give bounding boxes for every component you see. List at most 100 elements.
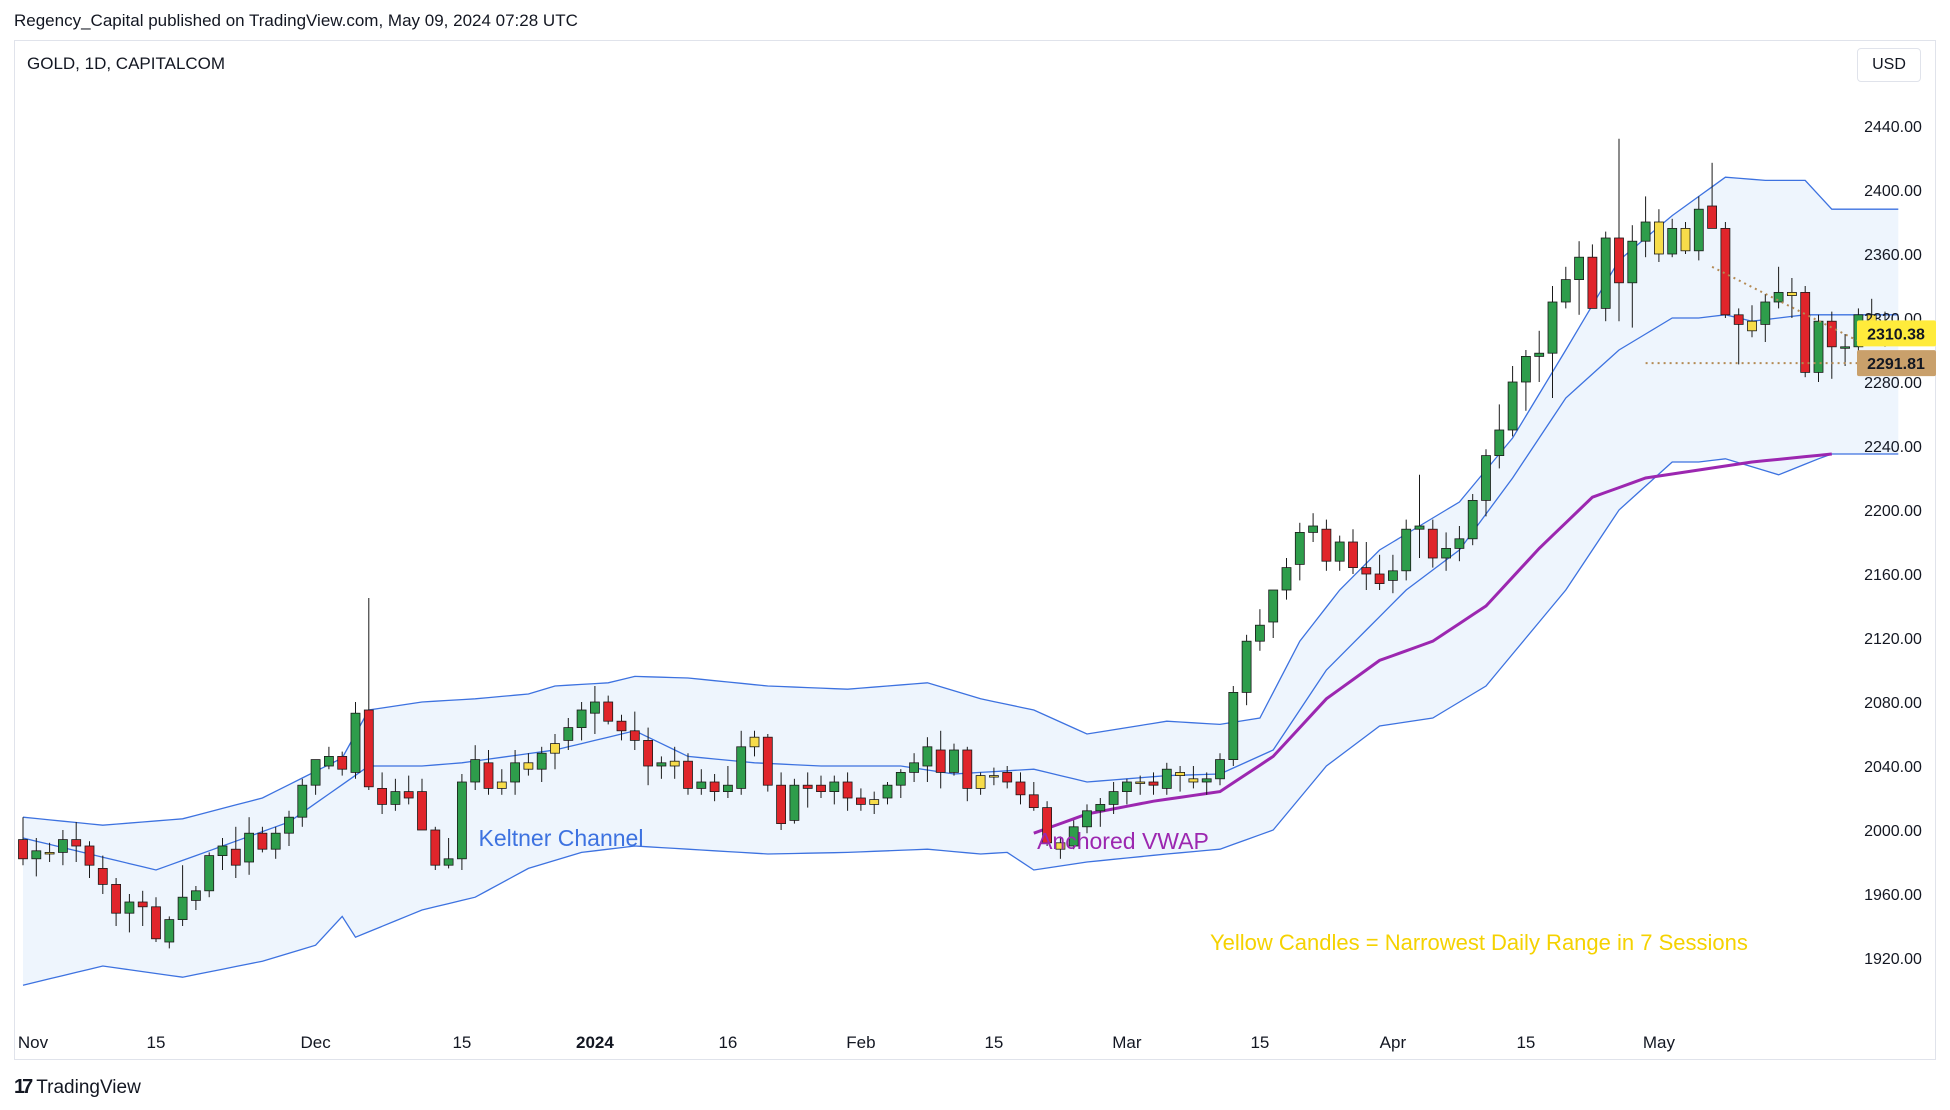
candle-body [696, 781, 707, 789]
candle [1321, 519, 1332, 571]
y-tick-label: 2080.00 [1864, 695, 1922, 712]
candle [629, 711, 640, 750]
candle-body [350, 712, 361, 773]
candle-body [576, 709, 587, 729]
support-price-label-bg [1857, 350, 1936, 377]
candle [1494, 404, 1505, 469]
y-tick-label: 2200.00 [1864, 503, 1922, 520]
tradingview-logo-icon[interactable]: 17 [14, 1076, 33, 1098]
candle [510, 750, 521, 795]
y-tick-label: 2360.00 [1864, 247, 1922, 264]
candle [377, 772, 388, 814]
candle [1028, 782, 1039, 811]
candle-body [643, 740, 653, 767]
candle-body [909, 762, 919, 773]
candle [1547, 286, 1558, 398]
candle [1082, 804, 1092, 834]
anchored-vwap-label: Anchored VWAP [1037, 828, 1209, 854]
candle-body [1122, 781, 1132, 793]
candle [935, 730, 946, 789]
candle-body [1627, 240, 1638, 284]
candle-body [975, 775, 986, 789]
candle-body [1334, 541, 1345, 562]
candle [1534, 330, 1545, 382]
candle-body [244, 832, 255, 863]
candle-body [1467, 499, 1478, 540]
candle-body [510, 762, 521, 783]
candle-body [1693, 208, 1704, 252]
candle [337, 751, 348, 776]
candle [1773, 266, 1784, 309]
candle-body [523, 762, 534, 770]
candle [1188, 766, 1199, 789]
candle-body [270, 832, 281, 850]
candle [1667, 218, 1678, 258]
candle [736, 730, 747, 795]
candle [1148, 772, 1159, 795]
candle [1507, 366, 1518, 437]
anchored-vwap-line [1033, 452, 1832, 835]
candle-body [1587, 256, 1598, 309]
candle [257, 826, 268, 853]
candle-body [1614, 237, 1624, 284]
candle-body [1361, 567, 1372, 575]
candle-body [949, 749, 959, 773]
candle-body [1481, 455, 1491, 501]
candle [1281, 558, 1292, 600]
candle [563, 718, 574, 750]
candle [1441, 532, 1451, 571]
candle-body [935, 749, 946, 773]
candle [856, 788, 866, 811]
candle-body [989, 775, 999, 778]
candle [84, 841, 95, 878]
candle [909, 753, 919, 782]
candle-body [1760, 301, 1771, 325]
candle-body [1640, 221, 1651, 242]
candle [523, 753, 534, 776]
candle-body [1148, 781, 1159, 786]
candle [470, 745, 481, 790]
candle-body [470, 759, 481, 783]
candle-body [363, 709, 374, 788]
candle-body [1374, 573, 1385, 585]
candle-body [1441, 548, 1451, 559]
candle-body [496, 781, 507, 789]
candle-body [257, 832, 268, 850]
candle-body [842, 781, 853, 799]
candle-body [84, 845, 95, 866]
candle [417, 778, 427, 831]
candle-body [377, 788, 388, 805]
candle-body [776, 784, 786, 825]
candle-body [749, 736, 760, 748]
candle [603, 695, 614, 725]
candle-body [230, 848, 241, 866]
candle-body [297, 784, 308, 818]
x-tick-label: Mar [1112, 1033, 1142, 1052]
candle-body [656, 762, 667, 767]
candle-body [1813, 320, 1824, 373]
candle-body [1414, 525, 1425, 530]
candle [1015, 772, 1026, 805]
currency-button[interactable]: USD [1857, 48, 1921, 82]
candle-body [1600, 237, 1611, 309]
candle [137, 890, 148, 926]
candle-body [1826, 320, 1837, 348]
footer-brand[interactable]: TradingView [36, 1076, 141, 1098]
candle [1640, 196, 1651, 258]
candle [1108, 782, 1119, 814]
candle-body [1454, 538, 1465, 549]
candle [1840, 334, 1850, 366]
candle [709, 774, 720, 802]
candle-body [1042, 807, 1052, 844]
x-tick-label: Dec [300, 1033, 331, 1052]
candle-body [390, 791, 401, 805]
candle [151, 897, 161, 942]
y-tick-label: 1960.00 [1864, 887, 1922, 904]
candle [323, 746, 334, 770]
candle-body [1507, 381, 1518, 431]
candle-body [1680, 227, 1691, 252]
candle [1068, 820, 1079, 850]
y-tick-label: 2000.00 [1864, 823, 1922, 840]
candle [1587, 244, 1598, 309]
